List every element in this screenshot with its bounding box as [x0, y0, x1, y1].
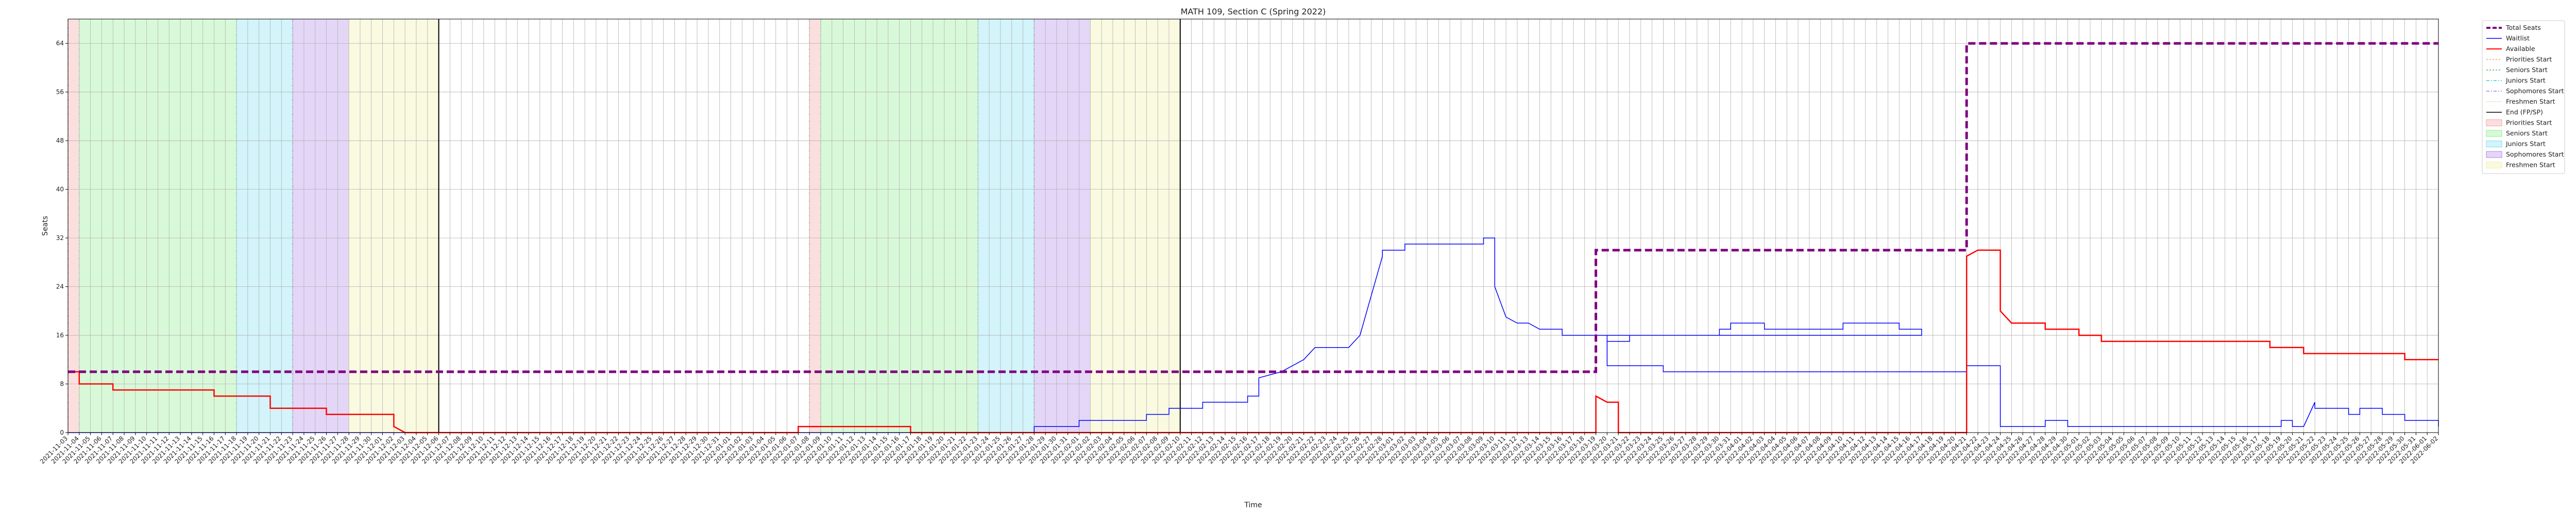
legend-label: Freshmen Start	[2506, 161, 2555, 169]
y-tick-label: 40	[56, 186, 64, 193]
y-axis-title: Seats	[41, 216, 49, 236]
legend-label: Sophomores Start	[2506, 150, 2564, 158]
y-tick-labels: 0 8 16 24 32 40 48 56 64	[56, 40, 68, 436]
x-tick-labels: 2021-11-032021-11-042021-11-052021-11-06…	[39, 433, 2439, 465]
legend-label: Seniors Start	[2506, 66, 2548, 74]
legend-swatch-patch	[2486, 162, 2502, 168]
grid-lines	[67, 19, 2439, 433]
y-tick-label: 56	[56, 89, 64, 96]
legend-label: Total Seats	[2505, 24, 2541, 31]
y-tick-label: 0	[60, 429, 64, 436]
legend-label: End (FP/SP)	[2506, 108, 2543, 116]
plot-frame	[67, 19, 2439, 433]
legend-label: Available	[2506, 45, 2535, 53]
legend-label: Priorities Start	[2506, 56, 2552, 63]
legend-swatch-patch	[2486, 119, 2502, 126]
y-tick-label: 64	[56, 40, 64, 47]
shaded-period	[293, 19, 349, 433]
y-tick-label: 8	[60, 381, 64, 388]
legend-label: Waitlist	[2506, 35, 2530, 42]
series-lines	[68, 42, 2439, 434]
shaded-period	[1034, 19, 1091, 433]
legend-label: Juniors Start	[2505, 77, 2546, 84]
y-tick-label: 24	[56, 283, 64, 290]
shaded-period	[68, 19, 79, 433]
x-axis-title: Time	[1244, 501, 1262, 509]
shaded-period	[809, 19, 821, 433]
shaded-period	[236, 19, 293, 433]
shaded-period	[978, 19, 1035, 433]
legend-label: Juniors Start	[2505, 140, 2546, 148]
legend-swatch-patch	[2486, 130, 2502, 137]
vertical-markers	[438, 19, 1181, 433]
chart-title: MATH 109, Section C (Spring 2022)	[1181, 7, 1326, 16]
series-waitlist	[68, 237, 2439, 433]
y-tick-label: 16	[56, 332, 64, 339]
legend-swatch-patch	[2486, 151, 2502, 158]
legend-label: Freshmen Start	[2506, 98, 2555, 106]
legend: Total Seats Waitlist Available Priorities S…	[2482, 20, 2565, 174]
y-tick-label: 32	[56, 234, 64, 242]
legend-box	[2482, 20, 2565, 174]
series-total-seats	[68, 42, 2438, 373]
legend-label: Priorities Start	[2506, 119, 2552, 127]
series-available	[68, 249, 2438, 434]
legend-label: Seniors Start	[2506, 129, 2548, 137]
y-tick-label: 48	[56, 137, 64, 144]
legend-swatch-patch	[2486, 141, 2502, 147]
legend-label: Sophomores Start	[2506, 87, 2564, 95]
